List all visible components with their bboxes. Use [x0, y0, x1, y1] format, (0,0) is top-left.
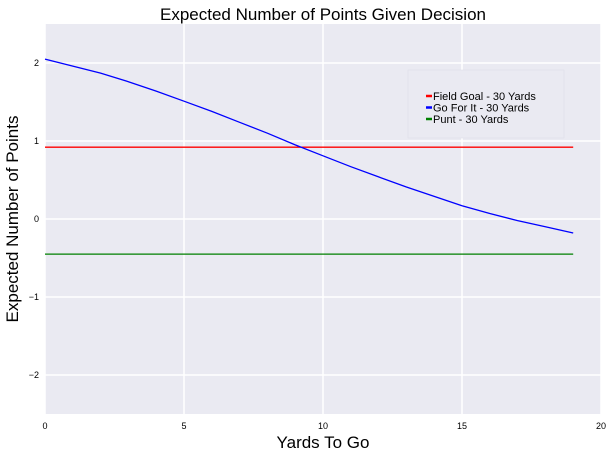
x-axis-ticks: 0 5 10 15 20 — [42, 421, 606, 431]
x-tick-label: 0 — [42, 421, 47, 431]
legend-label: Go For It - 30 Yards — [433, 103, 530, 115]
x-tick-label: 10 — [318, 421, 328, 431]
grid — [44, 24, 602, 414]
y-tick-label: 2 — [34, 58, 39, 68]
y-axis-ticks: −2 −1 0 1 2 — [29, 58, 39, 380]
x-tick-label: 20 — [596, 421, 606, 431]
y-tick-label: −1 — [29, 292, 39, 302]
x-tick-label: 5 — [181, 421, 186, 431]
y-axis-label: Expected Number of Points — [3, 116, 22, 323]
y-tick-label: 0 — [34, 214, 39, 224]
x-tick-label: 15 — [457, 421, 467, 431]
legend-label: Punt - 30 Yards — [433, 114, 509, 126]
x-axis-label: Yards To Go — [277, 433, 370, 452]
series-group — [44, 58, 574, 255]
y-tick-label: 1 — [34, 136, 39, 146]
legend-label: Field Goal - 30 Yards — [433, 91, 536, 103]
y-tick-label: −2 — [29, 370, 39, 380]
chart-title: Expected Number of Points Given Decision — [160, 5, 486, 24]
series-line-1 — [44, 58, 574, 234]
legend-box — [407, 69, 565, 139]
